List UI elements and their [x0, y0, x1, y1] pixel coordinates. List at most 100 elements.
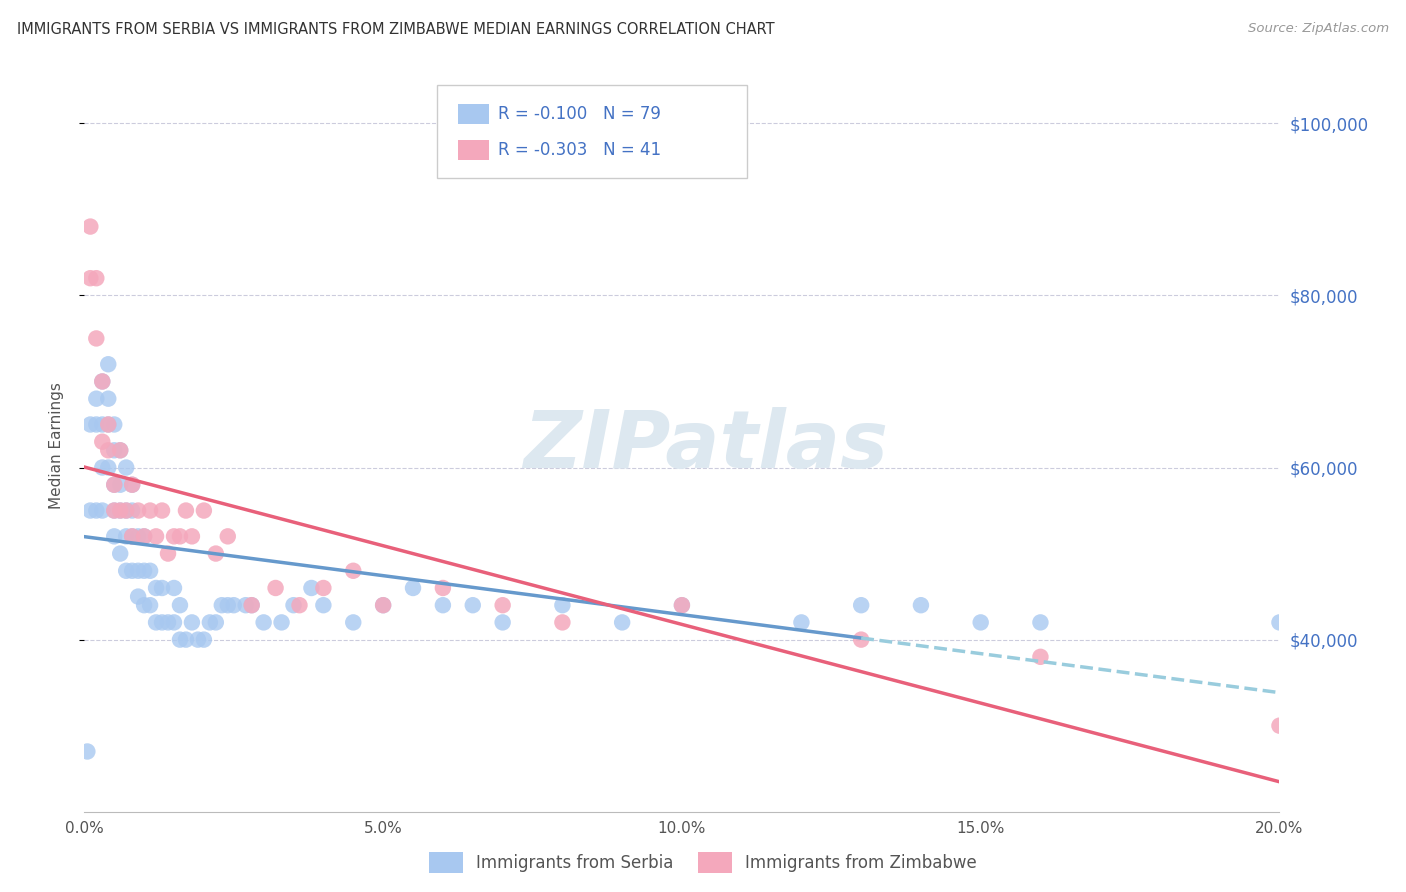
Point	[193, 632, 215, 647]
Y-axis label: Median Earnings: Median Earnings	[49, 383, 63, 509]
Point	[342, 615, 364, 630]
Point	[222, 598, 245, 612]
Point	[612, 615, 634, 630]
Point	[121, 564, 143, 578]
Point	[115, 529, 138, 543]
Point	[301, 581, 323, 595]
Point	[169, 529, 191, 543]
Point	[342, 564, 364, 578]
Point	[373, 598, 395, 612]
Point	[157, 547, 180, 561]
Text: IMMIGRANTS FROM SERBIA VS IMMIGRANTS FROM ZIMBABWE MEDIAN EARNINGS CORRELATION C: IMMIGRANTS FROM SERBIA VS IMMIGRANTS FRO…	[17, 22, 775, 37]
Point	[551, 615, 574, 630]
Point	[121, 529, 143, 543]
Point	[97, 443, 120, 458]
Point	[103, 477, 125, 491]
Point	[288, 598, 311, 612]
Point	[240, 598, 263, 612]
Point	[79, 503, 101, 517]
Point	[127, 564, 149, 578]
Point	[132, 564, 156, 578]
Point	[217, 529, 239, 543]
Point	[432, 598, 454, 612]
Point	[139, 503, 162, 517]
Point	[103, 529, 125, 543]
Point	[264, 581, 287, 595]
Point	[150, 503, 173, 517]
Point	[1029, 649, 1052, 664]
Point	[150, 615, 173, 630]
Point	[174, 503, 197, 517]
Point	[110, 443, 132, 458]
Point	[163, 581, 186, 595]
Point	[91, 417, 114, 432]
Point	[97, 357, 120, 371]
Point	[86, 417, 108, 432]
Point	[169, 598, 191, 612]
Point	[145, 529, 167, 543]
Point	[121, 529, 143, 543]
Point	[127, 529, 149, 543]
Point	[115, 503, 138, 517]
Point	[270, 615, 292, 630]
Point	[103, 503, 125, 517]
Point	[132, 529, 156, 543]
Point	[110, 503, 132, 517]
Point	[76, 744, 98, 758]
Point	[211, 598, 233, 612]
Point	[217, 598, 239, 612]
Point	[127, 590, 149, 604]
Text: ZIPatlas: ZIPatlas	[523, 407, 889, 485]
Point	[240, 598, 263, 612]
Point	[492, 615, 515, 630]
Point	[139, 564, 162, 578]
Point	[193, 503, 215, 517]
Point	[110, 477, 132, 491]
Point	[205, 615, 228, 630]
Point	[851, 632, 873, 647]
Point	[121, 477, 143, 491]
Point	[432, 581, 454, 595]
Point	[235, 598, 257, 612]
Point	[1029, 615, 1052, 630]
Point	[97, 460, 120, 475]
Point	[115, 564, 138, 578]
Point	[1268, 615, 1291, 630]
Text: R = -0.303   N = 41: R = -0.303 N = 41	[498, 141, 661, 159]
Point	[402, 581, 425, 595]
Point	[103, 443, 125, 458]
Point	[91, 460, 114, 475]
Point	[127, 503, 149, 517]
Point	[187, 632, 209, 647]
Point	[145, 615, 167, 630]
Point	[253, 615, 276, 630]
Text: R = -0.100   N = 79: R = -0.100 N = 79	[498, 105, 661, 123]
Point	[132, 529, 156, 543]
Legend: Immigrants from Serbia, Immigrants from Zimbabwe: Immigrants from Serbia, Immigrants from …	[423, 846, 983, 880]
Point	[790, 615, 813, 630]
Point	[910, 598, 932, 612]
Point	[79, 219, 101, 234]
Point	[110, 443, 132, 458]
Point	[86, 331, 108, 345]
Point	[103, 417, 125, 432]
Point	[198, 615, 221, 630]
Point	[79, 271, 101, 285]
Point	[121, 503, 143, 517]
Point	[91, 375, 114, 389]
Point	[86, 392, 108, 406]
Point	[163, 615, 186, 630]
Point	[115, 460, 138, 475]
Point	[132, 598, 156, 612]
Point	[97, 392, 120, 406]
Point	[373, 598, 395, 612]
Point	[97, 417, 120, 432]
Point	[169, 632, 191, 647]
Point	[115, 503, 138, 517]
Point	[970, 615, 993, 630]
Point	[91, 503, 114, 517]
Point	[110, 547, 132, 561]
Point	[181, 615, 204, 630]
Point	[139, 598, 162, 612]
Text: Source: ZipAtlas.com: Source: ZipAtlas.com	[1249, 22, 1389, 36]
